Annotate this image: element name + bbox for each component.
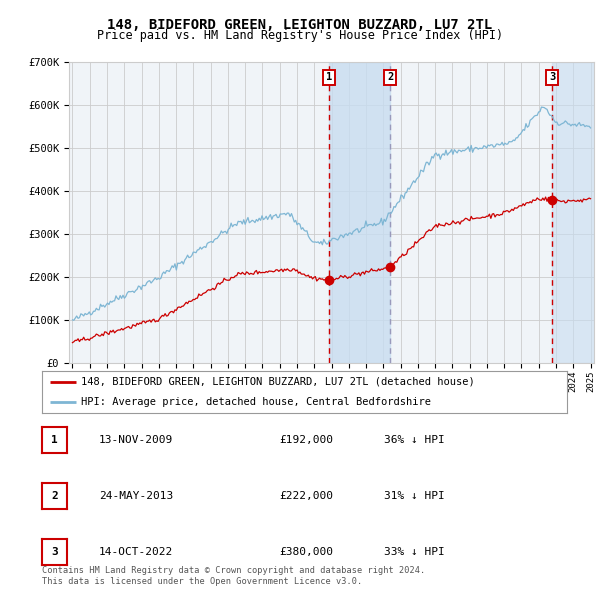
Text: Contains HM Land Registry data © Crown copyright and database right 2024.: Contains HM Land Registry data © Crown c… <box>42 566 425 575</box>
Text: 148, BIDEFORD GREEN, LEIGHTON BUZZARD, LU7 2TL: 148, BIDEFORD GREEN, LEIGHTON BUZZARD, L… <box>107 18 493 32</box>
Text: £380,000: £380,000 <box>279 547 333 556</box>
Text: 36% ↓ HPI: 36% ↓ HPI <box>384 435 445 444</box>
Text: 3: 3 <box>549 73 556 83</box>
Text: 31% ↓ HPI: 31% ↓ HPI <box>384 491 445 500</box>
Text: 14-OCT-2022: 14-OCT-2022 <box>99 547 173 556</box>
Text: 148, BIDEFORD GREEN, LEIGHTON BUZZARD, LU7 2TL (detached house): 148, BIDEFORD GREEN, LEIGHTON BUZZARD, L… <box>82 377 475 387</box>
Text: 1: 1 <box>326 73 332 83</box>
Text: This data is licensed under the Open Government Licence v3.0.: This data is licensed under the Open Gov… <box>42 576 362 586</box>
Text: Price paid vs. HM Land Registry's House Price Index (HPI): Price paid vs. HM Land Registry's House … <box>97 30 503 42</box>
Text: 1: 1 <box>51 435 58 444</box>
Text: 3: 3 <box>51 547 58 556</box>
Text: £192,000: £192,000 <box>279 435 333 444</box>
Text: HPI: Average price, detached house, Central Bedfordshire: HPI: Average price, detached house, Cent… <box>82 396 431 407</box>
Text: £222,000: £222,000 <box>279 491 333 500</box>
Text: 13-NOV-2009: 13-NOV-2009 <box>99 435 173 444</box>
Text: 2: 2 <box>51 491 58 500</box>
Text: 33% ↓ HPI: 33% ↓ HPI <box>384 547 445 556</box>
Text: 24-MAY-2013: 24-MAY-2013 <box>99 491 173 500</box>
Text: 2: 2 <box>387 73 393 83</box>
Bar <box>553 62 600 363</box>
Bar <box>329 62 390 363</box>
